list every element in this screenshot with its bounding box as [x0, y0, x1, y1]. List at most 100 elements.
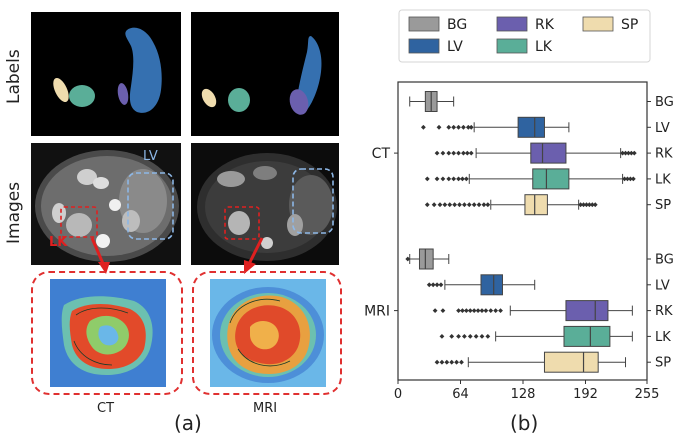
xtick-label-255: 255 — [635, 387, 660, 402]
ct-lk-outlier-3 — [446, 176, 452, 182]
mri-label-mask — [191, 12, 339, 136]
xtick-label-192: 192 — [573, 387, 598, 402]
ct-lv-ytick-label: LV — [655, 121, 670, 136]
ct-lk-outlier-5 — [456, 176, 461, 182]
mri-heatmap-graphic — [210, 279, 326, 387]
ct-sp-outlier-11 — [481, 202, 487, 208]
mri-lk-outlier-0 — [439, 334, 445, 339]
ct-lk-outlier-6 — [460, 176, 465, 182]
legend-swatch-lk — [496, 38, 528, 54]
ct-lv-box — [517, 116, 545, 138]
legend-swatch-sp — [582, 16, 614, 32]
ct-rk-outlier-12 — [631, 150, 637, 156]
overlay-label-lv: LV — [143, 149, 158, 164]
ct-lv-outlier-5 — [461, 124, 466, 130]
ct-rk-outlier-6 — [464, 150, 470, 156]
ct-rk-outlier-4 — [456, 150, 461, 156]
ct-sp-outlier-0 — [424, 202, 430, 208]
caption-a: (a) — [174, 411, 202, 435]
ct-lk-outlier-11 — [630, 176, 636, 182]
ct-heatmap-graphic — [50, 279, 166, 387]
mri-label-mask-shapes — [201, 36, 322, 115]
col-label-mri: MRI — [253, 401, 278, 416]
ct-lk-outlier-10 — [628, 176, 633, 182]
mri-rk-outlier-12 — [498, 308, 503, 313]
mri-sp-outlier-1 — [439, 359, 445, 365]
ct-heatmap — [50, 279, 166, 387]
legend-label-rk: RK — [535, 17, 555, 33]
mri-sp-outlier-3 — [449, 359, 455, 365]
mri-lv-outlier-2 — [434, 282, 440, 288]
mri-scan-graphic — [197, 153, 337, 261]
ct-rk-box — [530, 142, 567, 164]
mri-bg-outlier-0 — [405, 256, 411, 262]
ct-lk-outlier-9 — [625, 176, 630, 182]
ct-sp-outlier-17 — [589, 202, 595, 208]
ct-sp-outlier-4 — [447, 202, 453, 208]
ct-sp-outlier-1 — [431, 202, 437, 208]
ct-sp-outlier-2 — [437, 202, 443, 208]
mri-sp-outlier-5 — [459, 359, 464, 365]
ct-lv-outlier-6 — [465, 124, 471, 130]
xtick-label-64: 64 — [452, 387, 469, 402]
mri-sp-outlier-4 — [454, 359, 459, 365]
ct-bg-ytick-label: BG — [655, 95, 674, 110]
ct-rk-outlier-1 — [440, 150, 446, 156]
legend-swatch-bg — [408, 16, 440, 32]
ct-sp-outlier-6 — [457, 202, 462, 208]
ct-label-mask-shapes — [53, 27, 162, 113]
mri-group-label: MRI — [364, 304, 390, 320]
ct-sp-outlier-10 — [476, 202, 482, 208]
ct-lk-outlier-7 — [463, 176, 469, 182]
ct-sp-ytick-label: SP — [655, 198, 671, 213]
legend-label-bg: BG — [447, 17, 467, 33]
ct-sp-outlier-14 — [581, 202, 586, 208]
ct-sp-outlier-13 — [578, 202, 583, 208]
mri-sp-box — [543, 351, 599, 373]
legend-label-sp: SP — [621, 17, 638, 33]
mri-lk-outlier-6 — [479, 334, 485, 339]
mri-rk-outlier-10 — [488, 308, 494, 313]
ct-sp-outlier-7 — [462, 202, 467, 208]
ct-sp-outlier-18 — [592, 202, 598, 208]
mri-rk-outlier-2 — [456, 308, 461, 313]
ct-sp-outlier-3 — [442, 202, 448, 208]
ct-rk-outlier-7 — [468, 150, 474, 156]
ct-scan-graphic — [35, 150, 179, 262]
ct-sp-outlier-5 — [452, 202, 458, 208]
mri-scan-image — [191, 143, 339, 265]
mri-lv-outlier-1 — [430, 282, 436, 288]
mri-lv-ytick-label: LV — [655, 278, 670, 293]
ct-sp-outlier-15 — [584, 202, 589, 208]
ct-group-label: CT — [372, 146, 391, 162]
ct-lk-outlier-2 — [440, 176, 446, 182]
xtick-label-0: 0 — [394, 387, 402, 402]
ct-lv-outlier-7 — [468, 124, 474, 130]
ct-rk-outlier-11 — [628, 150, 634, 156]
ct-lv-outlier-0 — [420, 124, 426, 130]
mri-rk-outlier-9 — [483, 308, 489, 313]
ct-lk-outlier-4 — [451, 176, 457, 182]
mri-sp-ytick-label: SP — [655, 356, 671, 371]
ct-sp-outlier-16 — [586, 202, 592, 208]
ct-sp-outlier-8 — [466, 202, 472, 208]
mri-zoom-frame — [192, 271, 342, 395]
mri-heatmap — [210, 279, 326, 387]
mri-lv-outlier-0 — [426, 282, 432, 288]
ct-sp-box — [524, 194, 548, 216]
mri-rk-outlier-1 — [440, 308, 446, 313]
ct-lk-outlier-1 — [434, 176, 440, 182]
mri-lk-outlier-1 — [449, 334, 455, 339]
ct-lv-outlier-2 — [446, 124, 452, 130]
mri-rk-outlier-11 — [493, 308, 499, 313]
mri-rk-outlier-5 — [467, 308, 473, 313]
mri-lv-outlier-3 — [438, 282, 444, 288]
mri-lv-box — [480, 274, 503, 296]
ct-lv-outlier-4 — [456, 124, 461, 130]
mri-rk-outlier-8 — [479, 308, 485, 313]
col-label-ct: CT — [97, 401, 115, 416]
legend-label-lv: LV — [447, 39, 463, 55]
mri-bg-ytick-label: BG — [655, 253, 674, 268]
ct-rk-outlier-10 — [626, 150, 631, 156]
